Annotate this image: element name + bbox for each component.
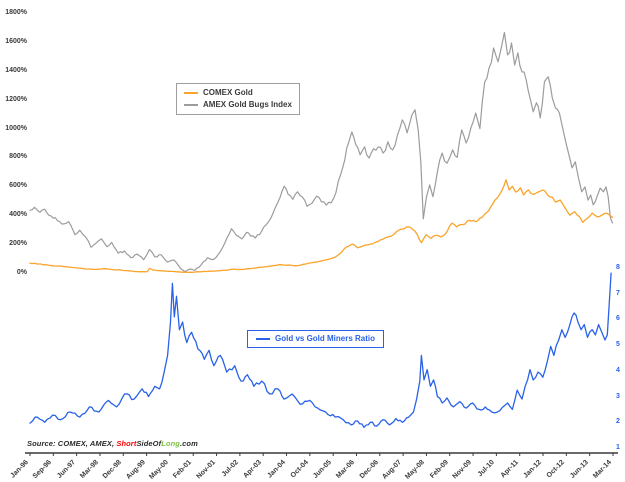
- source-note: Source: COMEX, AMEX, ShortSideOfLong.com: [27, 439, 198, 448]
- legend-item-ratio: Gold vs Gold Miners Ratio: [256, 333, 375, 345]
- brand-long: Long: [161, 439, 180, 448]
- legend-item-comex-gold: COMEX Gold: [184, 87, 292, 99]
- returns-axis-tick-label: 1800%: [5, 9, 27, 16]
- legend-item-gold-bugs: AMEX Gold Bugs Index: [184, 99, 292, 111]
- series-line-gold-miners-ratio: [29, 272, 612, 429]
- gold-bugs-line-marker: [184, 104, 198, 106]
- ratio-line-marker: [256, 338, 270, 340]
- returns-axis-tick-label: 200%: [9, 240, 27, 248]
- ratio-axis-tick-label: 2: [616, 418, 620, 426]
- returns-axis-tick-label: 1400%: [5, 66, 27, 74]
- returns-axis-tick-label: 800%: [9, 153, 27, 161]
- returns-axis-tick-label: 0%: [16, 269, 27, 276]
- returns-axis-tick-label: 1200%: [5, 95, 27, 103]
- ratio-axis-tick-label: 7: [616, 289, 620, 297]
- legend-label-comex-gold: COMEX Gold: [203, 88, 253, 97]
- series-line-comex-gold: [29, 179, 614, 274]
- brand-dotcom: .com: [179, 439, 198, 448]
- brand-short: Short: [116, 439, 137, 448]
- returns-axis-tick-label: 400%: [9, 211, 27, 219]
- ratio-axis-tick-label: 6: [616, 315, 620, 323]
- comex-gold-line-marker: [184, 92, 198, 94]
- ratio-axis-tick-label: 5: [616, 341, 620, 349]
- source-prefix: Source: COMEX, AMEX,: [27, 439, 117, 448]
- legend-ratio: Gold vs Gold Miners Ratio: [247, 330, 385, 348]
- ratio-axis-tick-label: 8: [616, 264, 620, 271]
- legend-label-gold-bugs: AMEX Gold Bugs Index: [203, 100, 292, 109]
- ratio-axis-tick-label: 4: [616, 366, 620, 374]
- returns-axis-tick-label: 1000%: [5, 124, 27, 132]
- legend-label-ratio: Gold vs Gold Miners Ratio: [275, 334, 376, 343]
- series-line-amex-gold-bugs: [29, 31, 614, 273]
- ratio-axis-tick-label: 3: [616, 392, 620, 400]
- returns-axis-tick-label: 600%: [9, 182, 27, 190]
- legend-returns: COMEX Gold AMEX Gold Bugs Index: [176, 83, 300, 115]
- ratio-axis-tick-label: 1: [616, 444, 620, 451]
- returns-axis-tick-label: 1600%: [5, 37, 27, 45]
- brand-sideof: SideOf: [136, 439, 162, 448]
